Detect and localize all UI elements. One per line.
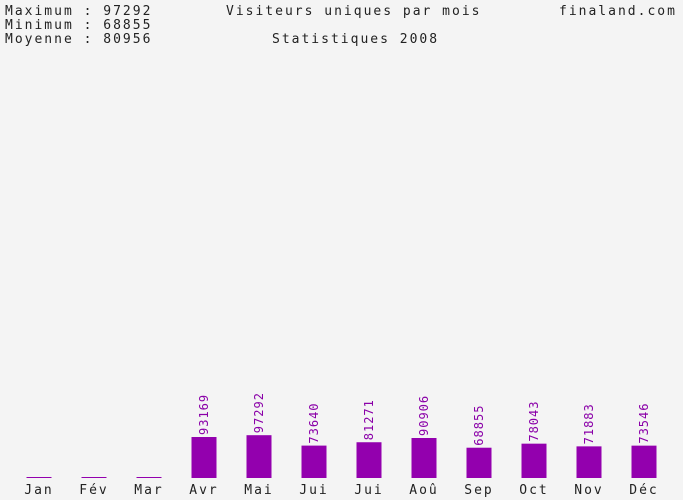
bar-3 — [191, 437, 217, 478]
bar-2 — [136, 477, 162, 478]
x-tick-label-5: Jui — [299, 483, 328, 498]
bar-9 — [521, 443, 547, 478]
chart-title: Visiteurs uniques par mois — [226, 4, 482, 19]
bar-1 — [81, 477, 107, 478]
x-tick-label-1: Fév — [79, 483, 108, 498]
x-tick-label-4: Mai — [244, 483, 273, 498]
value-label-11: 73546 — [637, 403, 651, 444]
value-label-6: 81271 — [362, 399, 376, 440]
value-label-9: 78043 — [527, 401, 541, 442]
value-label-5: 73640 — [307, 402, 321, 443]
x-tick-label-2: Mar — [134, 483, 163, 498]
value-label-10: 71883 — [582, 403, 596, 444]
max-stat: Maximum : 97292 — [5, 4, 153, 19]
value-label-7: 90906 — [417, 395, 431, 436]
value-label-8: 68855 — [472, 405, 486, 446]
min-stat: Minimum : 68855 — [5, 18, 153, 33]
bar-0 — [26, 477, 52, 478]
x-tick-label-10: Nov — [574, 483, 603, 498]
site-name: finaland.com — [559, 4, 677, 19]
x-tick-label-7: Aoû — [409, 483, 438, 498]
x-tick-label-6: Jui — [354, 483, 383, 498]
bar-4 — [246, 435, 272, 478]
bar-10 — [576, 446, 602, 478]
x-tick-label-9: Oct — [519, 483, 548, 498]
x-tick-label-8: Sep — [464, 483, 493, 498]
x-tick-label-0: Jan — [24, 483, 53, 498]
value-label-3: 93169 — [197, 394, 211, 435]
x-tick-label-11: Déc — [629, 483, 658, 498]
chart-subtitle: Statistiques 2008 — [272, 32, 440, 47]
bar-8 — [466, 447, 492, 478]
avg-stat: Moyenne : 80956 — [5, 32, 153, 47]
bar-5 — [301, 445, 327, 478]
bar-6 — [356, 442, 382, 478]
value-label-4: 97292 — [252, 392, 266, 433]
x-tick-label-3: Avr — [189, 483, 218, 498]
bar-11 — [631, 445, 657, 478]
bar-7 — [411, 438, 437, 478]
